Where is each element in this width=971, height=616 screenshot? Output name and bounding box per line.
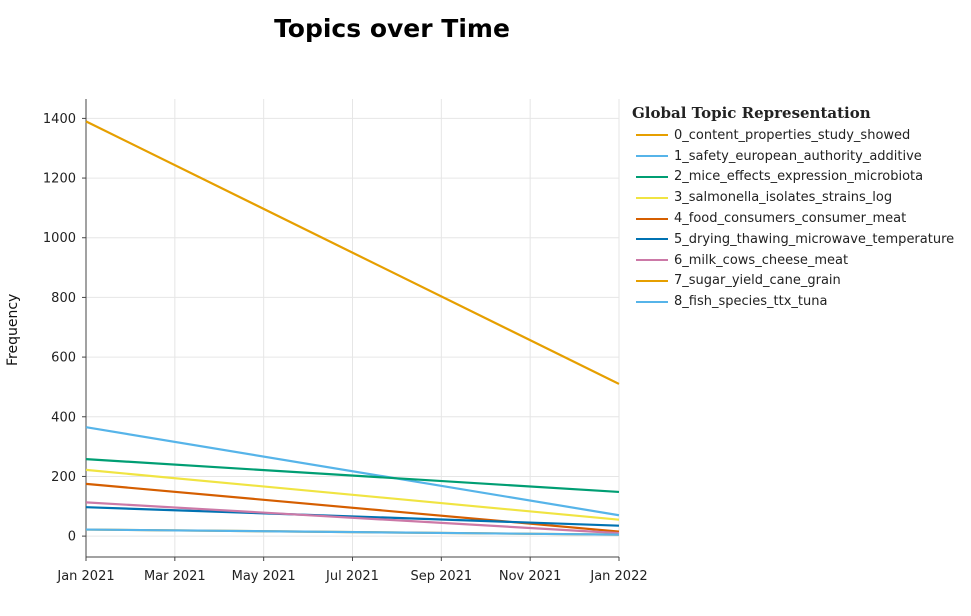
y-tick-label: 400 [51, 410, 76, 425]
legend-swatch [636, 155, 668, 158]
legend-swatch [636, 196, 668, 199]
axes [82, 99, 620, 561]
legend-label: 3_salmonella_isolates_strains_log [674, 190, 893, 206]
series-line-0 [85, 120, 620, 385]
y-tick-label: 800 [51, 291, 76, 306]
y-tick-label: 200 [51, 470, 76, 485]
series-line-8 [85, 528, 620, 536]
legend-swatch [636, 279, 668, 282]
series-line-2 [85, 458, 620, 494]
legend-label: 5_drying_thawing_microwave_temperature [674, 231, 955, 247]
x-tick-label: Jan 2021 [56, 569, 114, 584]
y-tick-label: 600 [51, 351, 76, 366]
legend-item[interactable]: 5_drying_thawing_microwave_temperature [632, 229, 954, 250]
legend-item[interactable]: 4_food_consumers_consumer_meat [632, 208, 954, 229]
legend-item[interactable]: 3_salmonella_isolates_strains_log [632, 187, 954, 208]
x-tick-label: Jan 2022 [589, 569, 647, 584]
legend-items: 0_content_properties_study_showed 1_safet… [632, 125, 954, 312]
legend-swatch [636, 238, 668, 241]
y-axis-label: Frequency [5, 293, 21, 366]
legend-item[interactable]: 7_sugar_yield_cane_grain [632, 271, 954, 292]
y-tick-label: 1000 [43, 231, 76, 246]
legend-title: Global Topic Representation [632, 104, 871, 122]
legend-label: 7_sugar_yield_cane_grain [674, 273, 841, 289]
legend-item[interactable]: 0_content_properties_study_showed [632, 125, 954, 146]
series-line-1 [85, 426, 620, 517]
legend-label: 6_milk_cows_cheese_meat [674, 252, 849, 268]
legend-item[interactable]: 2_mice_effects_expression_microbiota [632, 167, 954, 188]
legend-item[interactable]: 8_fish_species_ttx_tuna [632, 291, 954, 312]
legend-item[interactable]: 1_safety_european_authority_additive [632, 146, 954, 167]
legend-item[interactable]: 6_milk_cows_cheese_meat [632, 250, 954, 271]
series-line-5 [85, 506, 620, 527]
y-tick-label: 1200 [43, 172, 76, 187]
legend-swatch [636, 217, 668, 220]
y-tick-label: 1400 [43, 112, 76, 127]
series-line-3 [85, 468, 620, 521]
legend-label: 2_mice_effects_expression_microbiota [674, 169, 924, 185]
x-tick-label: Jul 2021 [325, 569, 379, 584]
x-tick-label: Nov 2021 [499, 569, 562, 584]
chart-title: Topics over Time [274, 14, 510, 43]
tick-labels: 0 200 400 600 800 1000 1200 1400 Jan 2021 Mar 202… [43, 112, 648, 584]
series-lines [85, 120, 620, 536]
legend-label: 0_content_properties_study_showed [674, 127, 911, 143]
legend-label: 4_food_consumers_consumer_meat [674, 211, 907, 227]
gridlines [85, 99, 620, 557]
x-tick-label: Sep 2021 [410, 569, 472, 584]
y-tick-label: 0 [68, 530, 76, 545]
legend-label: 1_safety_european_authority_additive [674, 148, 922, 164]
legend-swatch [636, 175, 668, 178]
legend-label: 8_fish_species_ttx_tuna [674, 294, 828, 310]
legend: Global Topic Representation 0_content_pr… [632, 104, 954, 312]
legend-swatch [636, 300, 668, 303]
x-tick-label: May 2021 [232, 569, 296, 584]
x-tick-label: Mar 2021 [144, 569, 206, 584]
series-line-6 [85, 501, 620, 535]
legend-swatch [636, 259, 668, 262]
legend-swatch [636, 134, 668, 137]
